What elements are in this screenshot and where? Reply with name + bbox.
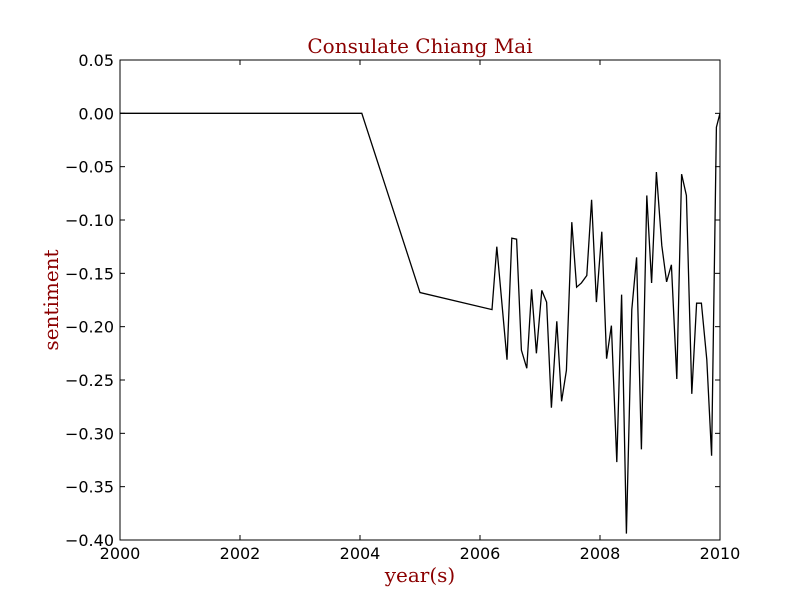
y-tick-label: 0.05 xyxy=(78,51,114,70)
chart-title: Consulate Chiang Mai xyxy=(307,34,532,58)
y-tick-label: 0.00 xyxy=(78,104,114,123)
ticks-layer: 2000 2002 2004 2006 2008 2010 0.05 0.00 −0.05 −0.… xyxy=(65,51,740,563)
y-tick-label: −0.20 xyxy=(65,318,114,337)
y-tick-label: −0.35 xyxy=(65,478,114,497)
y-tick-label: −0.10 xyxy=(65,211,114,230)
y-axis-label: sentiment xyxy=(39,249,63,350)
x-tick-label: 2006 xyxy=(460,544,501,563)
x-tick-label: 2000 xyxy=(100,544,141,563)
x-axis-label: year(s) xyxy=(384,563,456,587)
series-line xyxy=(120,112,721,534)
y-tick-label: −0.05 xyxy=(65,158,114,177)
x-tick-label: 2008 xyxy=(580,544,621,563)
series-layer xyxy=(120,112,721,534)
x-tick-label: 2010 xyxy=(700,544,741,563)
y-tick-label: −0.15 xyxy=(65,264,114,283)
y-tick-label: −0.30 xyxy=(65,424,114,443)
y-tick-label: −0.40 xyxy=(65,531,114,550)
y-tick-label: −0.25 xyxy=(65,371,114,390)
plot-frame xyxy=(119,59,721,541)
x-tick-label: 2002 xyxy=(220,544,261,563)
x-tick-label: 2004 xyxy=(340,544,381,563)
